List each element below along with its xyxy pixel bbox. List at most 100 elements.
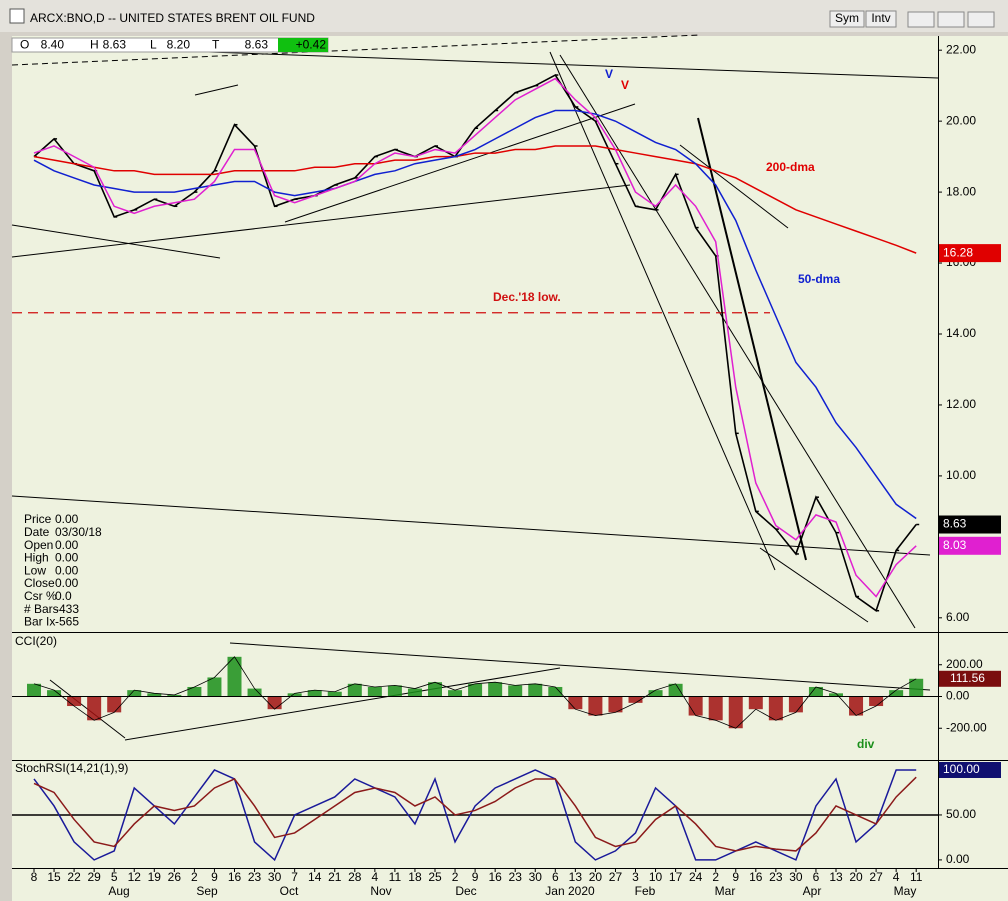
cci-bar: [728, 696, 743, 729]
last-value-label: 8.63: [943, 517, 967, 531]
x-tick-label: 23: [509, 870, 523, 884]
x-tick-label: 23: [769, 870, 783, 884]
series-line: [33, 109, 917, 520]
cci-bar: [488, 682, 503, 697]
x-tick-label: 4: [893, 870, 900, 884]
x-tick-label: 30: [529, 870, 543, 884]
x-tick-label: 14: [308, 870, 322, 884]
y-tick-label: 22.00: [946, 42, 976, 56]
data-window: [18, 512, 92, 630]
cci-bar: [267, 696, 282, 710]
cci-bar: [628, 696, 643, 703]
data-window-label: Date: [24, 525, 50, 539]
price-scale: [938, 36, 1008, 868]
cci-bar: [808, 686, 823, 697]
wave-label: V: [621, 78, 629, 92]
y-tick-label: 12.00: [946, 397, 976, 411]
data-window-label: Csr %: [24, 589, 57, 603]
x-tick-label: 22: [67, 870, 81, 884]
last-value-box: [939, 670, 1001, 687]
trendline: [11, 34, 701, 66]
x-tick-label: 30: [268, 870, 282, 884]
close-button[interactable]: [967, 11, 995, 28]
cci-bar: [748, 696, 763, 710]
data-window-value: -565: [55, 615, 79, 629]
intv-button[interactable]: [865, 10, 897, 28]
dec18-low-label: Dec.'18 low.: [493, 290, 561, 304]
intv-button-label[interactable]: Intv: [871, 11, 890, 25]
maximize-button[interactable]: [937, 11, 965, 28]
x-tick-label: 13: [829, 870, 843, 884]
cci-bar: [307, 690, 322, 697]
x-tick-label: 7: [291, 870, 298, 884]
x-tick-label: 15: [47, 870, 61, 884]
trendline: [697, 117, 807, 561]
cci-bar: [27, 683, 41, 697]
quote-value: 8.63: [103, 38, 127, 52]
data-window-value: 0.00: [55, 576, 79, 590]
x-tick-label: 6: [552, 870, 559, 884]
last-value-box: [939, 761, 1001, 778]
x-tick-label: 13: [569, 870, 583, 884]
wave-label: V: [605, 67, 613, 81]
div-label: div: [857, 737, 875, 751]
month-label: Sep: [196, 884, 218, 898]
x-tick-label: 24: [689, 870, 703, 884]
cci-bar: [367, 686, 382, 697]
x-tick-label: 3: [632, 870, 639, 884]
x-tick-label: 16: [488, 870, 502, 884]
x-tick-label: 19: [148, 870, 162, 884]
quote-label: T: [212, 38, 220, 52]
change-box: [278, 38, 328, 52]
month-label: Nov: [370, 884, 391, 898]
x-tick-label: 2: [452, 870, 459, 884]
y-tick-label: 20.00: [946, 113, 976, 127]
trendline: [549, 51, 776, 571]
series-line: [33, 145, 917, 254]
window-title: ARCX:BNO,D -- UNITED STATES BRENT OIL FU…: [30, 11, 315, 25]
cci-bar: [788, 696, 803, 713]
x-tick-label: 26: [168, 870, 182, 884]
data-window-value: 0.0: [55, 589, 72, 603]
quote-strip: +0.42: [11, 37, 329, 53]
cci-bar: [287, 693, 302, 697]
quote-label: H: [90, 38, 99, 52]
last-value-label: 16.28: [943, 245, 973, 259]
x-tick-label: 16: [228, 870, 242, 884]
cci-bar: [648, 690, 663, 697]
stoch-title: StochRSI(14,21(1),9): [15, 761, 128, 775]
quote-value: 8.63: [245, 38, 269, 52]
series-line: [33, 776, 917, 852]
cci-bar: [548, 686, 563, 697]
quote-label: O: [20, 38, 29, 52]
y-tick-label: 10.00: [946, 468, 976, 482]
sym-button-label[interactable]: Sym: [835, 11, 859, 25]
month-label: May: [894, 884, 917, 898]
cci-bar: [167, 694, 182, 697]
trendlines: [11, 34, 939, 741]
x-tick-label: 6: [813, 870, 820, 884]
x-tick-label: 18: [408, 870, 422, 884]
data-window-label: Price: [24, 512, 52, 526]
month-label: Mar: [715, 884, 736, 898]
y-tick-label: 200.00: [946, 657, 983, 671]
cci-bar: [347, 683, 362, 697]
app-icon: [9, 8, 25, 24]
x-tick-label: 28: [348, 870, 362, 884]
x-tick-label: 9: [211, 870, 218, 884]
last-value-box: [939, 515, 1001, 534]
x-tick-label: 20: [589, 870, 603, 884]
series-line: [33, 77, 917, 598]
sym-button[interactable]: [829, 10, 865, 28]
cci-bar: [849, 696, 864, 716]
y-tick-label: 50.00: [946, 807, 976, 821]
minimize-button[interactable]: [907, 11, 935, 28]
cci-bar: [87, 696, 102, 721]
cci-bar: [187, 686, 202, 697]
cci-bar: [708, 696, 723, 721]
data-window-value: 03/30/18: [55, 525, 102, 539]
trendline: [11, 224, 221, 259]
x-tick-label: 23: [248, 870, 262, 884]
month-label: Jan 2020: [545, 884, 595, 898]
